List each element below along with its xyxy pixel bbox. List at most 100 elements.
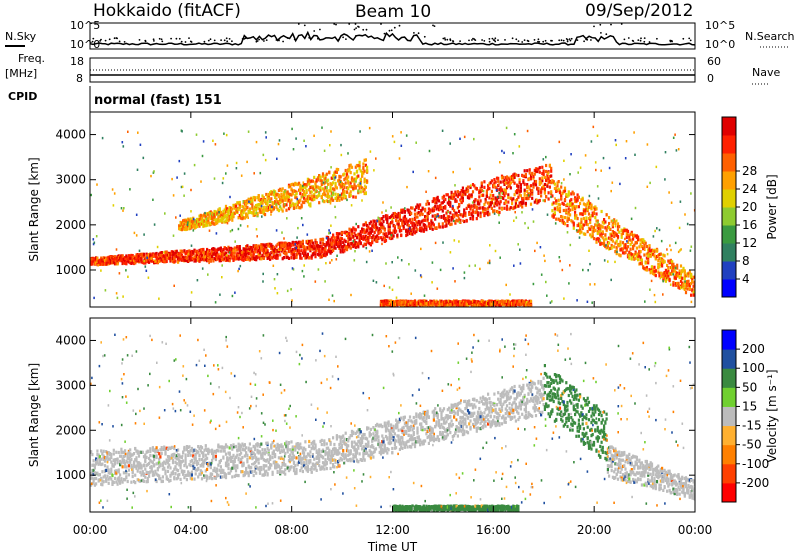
power-cell — [630, 232, 633, 236]
power-cell — [92, 257, 95, 261]
power-cell — [528, 187, 531, 191]
power-cell — [615, 143, 617, 147]
power-cell — [498, 206, 501, 210]
power-cell — [369, 227, 372, 231]
power-cell — [590, 140, 593, 143]
power-cell — [187, 259, 190, 263]
power-cell — [524, 201, 527, 205]
power-cell — [248, 247, 251, 251]
power-cell — [335, 242, 338, 246]
power-cell — [474, 300, 477, 304]
power-cell — [300, 245, 303, 249]
power-cell — [343, 177, 346, 182]
power-cell — [137, 254, 141, 258]
power-cell — [623, 229, 626, 233]
power-cell — [441, 129, 444, 132]
power-cell — [321, 241, 325, 245]
power-cell — [316, 252, 320, 256]
power-cell — [194, 254, 197, 258]
power-cell — [448, 302, 451, 306]
power-cell — [301, 192, 304, 197]
noise-point — [605, 33, 608, 36]
power-cell — [300, 256, 303, 260]
power-cell — [448, 202, 451, 206]
power-cell — [523, 303, 526, 307]
power-cell — [451, 196, 454, 201]
noise-point — [566, 39, 569, 41]
power-cell — [587, 202, 591, 206]
power-cell — [678, 269, 681, 273]
power-cell — [566, 216, 569, 220]
power-cell — [452, 170, 454, 174]
power-cell — [350, 229, 354, 233]
power-cell — [488, 212, 491, 216]
power-cell — [208, 261, 210, 265]
power-cell — [582, 216, 585, 221]
power-cell — [335, 186, 338, 190]
power-cell — [301, 185, 304, 190]
power-cell — [489, 301, 492, 305]
power-cell — [245, 207, 248, 211]
power-cell — [441, 195, 444, 200]
power-cell — [474, 303, 477, 307]
power-cell — [648, 247, 651, 251]
power-cell — [441, 222, 444, 226]
power-cell — [471, 190, 475, 194]
power-cell — [218, 209, 221, 213]
power-cell — [455, 218, 458, 222]
power-cell — [672, 269, 675, 273]
noise-point — [203, 40, 206, 43]
power-cell — [214, 221, 217, 226]
power-cell — [594, 216, 597, 220]
power-cell — [334, 181, 337, 185]
power-cell — [497, 210, 500, 214]
power-cell — [630, 240, 633, 244]
power-cell — [212, 252, 215, 256]
power-cell — [522, 196, 525, 201]
power-cell — [304, 248, 307, 252]
power-cell — [179, 222, 182, 226]
power-cell — [330, 249, 333, 254]
power-cell — [227, 254, 230, 258]
power-cell — [194, 221, 197, 225]
power-cell — [256, 235, 258, 238]
power-cell — [101, 136, 104, 140]
power-cell — [125, 262, 128, 266]
power-cell — [295, 240, 298, 244]
power-cell — [647, 248, 650, 252]
power-cell — [275, 253, 278, 257]
power-cell — [131, 258, 134, 262]
power-cell — [463, 219, 466, 224]
power-cell — [354, 185, 357, 189]
power-cell — [218, 211, 220, 214]
power-cell — [473, 205, 476, 209]
noise-panel-frame — [89, 22, 696, 50]
power-cell — [522, 181, 525, 185]
power-cell — [519, 194, 522, 198]
power-cell — [233, 246, 236, 250]
power-cell — [661, 275, 664, 279]
power-cell — [362, 167, 365, 171]
power-cell — [425, 302, 428, 306]
power-cell — [324, 280, 326, 283]
power-cell — [434, 198, 437, 202]
power-cell — [294, 202, 297, 206]
power-cell — [398, 225, 401, 229]
power-cell — [350, 165, 354, 169]
noise-right-tick-low: 10^0 — [705, 38, 735, 51]
power-cell — [498, 188, 501, 192]
power-cell — [126, 257, 129, 261]
noise-point — [494, 37, 497, 40]
power-cell — [353, 186, 356, 190]
power-cell — [391, 135, 394, 138]
power-cell — [198, 248, 201, 253]
power-cell — [253, 245, 257, 249]
power-cell — [190, 188, 192, 192]
power-cell — [284, 190, 287, 194]
power-cell — [222, 253, 225, 257]
power-cell — [680, 248, 682, 251]
power-cell — [240, 253, 243, 257]
power-cell — [333, 176, 336, 180]
noise-point — [517, 40, 520, 42]
power-cell — [309, 202, 312, 206]
